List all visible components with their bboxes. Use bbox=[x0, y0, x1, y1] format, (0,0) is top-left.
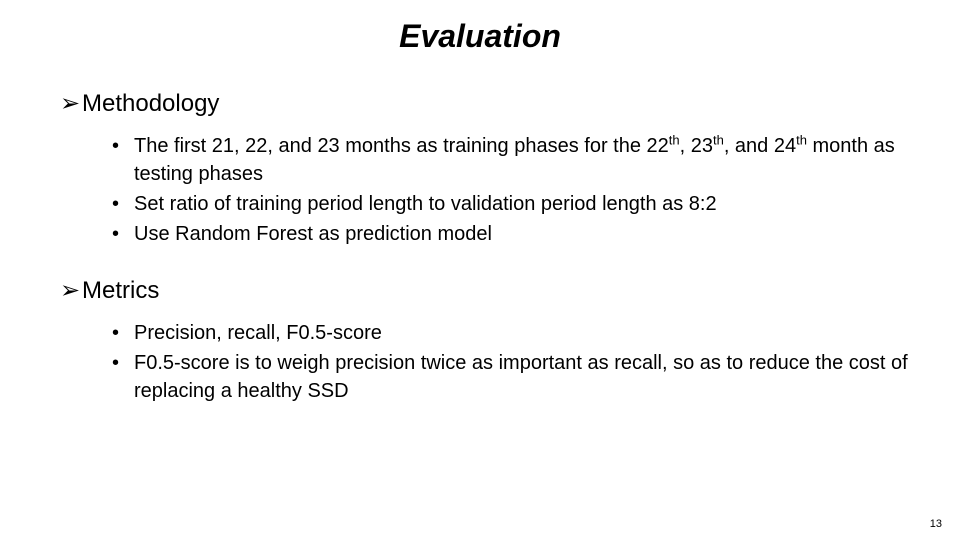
page-number: 13 bbox=[930, 518, 942, 530]
list-item: F0.5-score is to weigh precision twice a… bbox=[112, 349, 912, 405]
section-methodology: ➢Methodology The first 21, 22, and 23 mo… bbox=[60, 89, 920, 248]
arrow-icon: ➢ bbox=[60, 89, 82, 118]
heading-text: Metrics bbox=[82, 277, 159, 304]
section-metrics: ➢Metrics Precision, recall, F0.5-score F… bbox=[60, 276, 920, 405]
slide-title: Evaluation bbox=[40, 18, 920, 55]
section-heading: ➢Methodology bbox=[60, 89, 920, 118]
list-item: Use Random Forest as prediction model bbox=[112, 220, 912, 248]
bullet-list: The first 21, 22, and 23 months as train… bbox=[112, 132, 920, 248]
heading-text: Methodology bbox=[82, 90, 219, 117]
bullet-list: Precision, recall, F0.5-score F0.5-score… bbox=[112, 319, 920, 405]
list-item: Precision, recall, F0.5-score bbox=[112, 319, 912, 347]
list-item: The first 21, 22, and 23 months as train… bbox=[112, 132, 912, 188]
list-item: Set ratio of training period length to v… bbox=[112, 190, 912, 218]
arrow-icon: ➢ bbox=[60, 276, 82, 305]
section-heading: ➢Metrics bbox=[60, 276, 920, 305]
